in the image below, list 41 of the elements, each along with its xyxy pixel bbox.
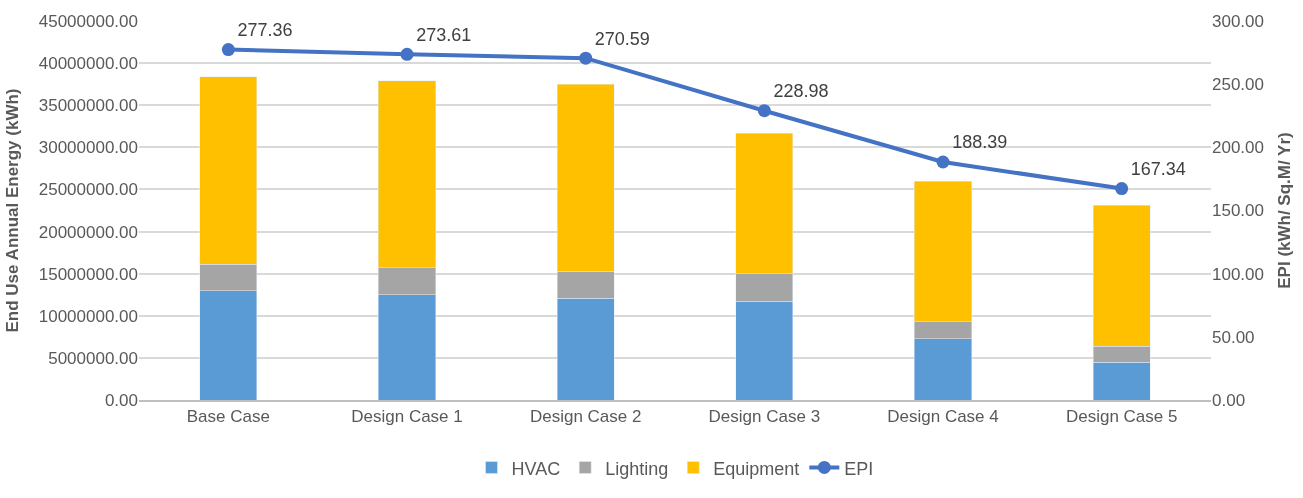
- legend-label: HVAC: [511, 458, 561, 479]
- y2-axis-title: EPI (kWh/ Sq.M/ Yr): [1275, 132, 1295, 289]
- data-label: 188.39: [952, 132, 1008, 153]
- data-label: 270.59: [594, 28, 650, 49]
- y-tick-label: 5000000.00: [48, 348, 138, 368]
- x-tick-label: Design Case 1: [351, 407, 463, 427]
- y2-tick-label: 300.00: [1212, 11, 1264, 31]
- point: [757, 104, 771, 118]
- y-tick-label: 20000000.00: [38, 222, 138, 242]
- y-tick-label: 10000000.00: [38, 306, 138, 326]
- point: [221, 43, 235, 57]
- y2-tick-label: 200.00: [1212, 138, 1264, 158]
- legend-label: Lighting: [605, 458, 669, 479]
- y2-tick-label: 150.00: [1212, 201, 1264, 221]
- legend-label: Equipment: [713, 458, 800, 479]
- y-tick-label: 35000000.00: [38, 96, 138, 116]
- point: [400, 47, 414, 61]
- point: [579, 51, 593, 65]
- y-tick-label: 15000000.00: [38, 264, 138, 284]
- data-label: 228.98: [773, 81, 829, 102]
- x-tick-label: Design Case 5: [1065, 407, 1178, 427]
- y-tick-label: 30000000.00: [38, 138, 138, 158]
- x-tick-label: Design Case 3: [708, 407, 821, 427]
- y2-tick-label: 250.00: [1212, 75, 1264, 95]
- legend-label: EPI: [844, 458, 874, 479]
- y2-tick-label: 100.00: [1212, 264, 1264, 284]
- y-tick-label: 0.00: [104, 390, 138, 410]
- x-tick-label: Design Case 4: [887, 407, 999, 427]
- x-tick-label: Base Case: [186, 407, 270, 427]
- point: [936, 155, 950, 169]
- y-tick-label: 40000000.00: [38, 54, 138, 74]
- x-tick-label: Design Case 2: [529, 407, 642, 427]
- point: [1115, 182, 1129, 196]
- y-tick-label: 45000000.00: [38, 11, 138, 31]
- y-tick-label: 25000000.00: [38, 180, 138, 200]
- data-label: 277.36: [237, 19, 293, 40]
- y2-tick-label: 0.00: [1212, 390, 1246, 410]
- data-label: 273.61: [416, 24, 472, 45]
- y2-tick-label: 50.00: [1212, 327, 1255, 347]
- y-axis-title: End Use Annual Energy (kWh): [3, 88, 23, 333]
- data-label: 167.34: [1130, 158, 1186, 179]
